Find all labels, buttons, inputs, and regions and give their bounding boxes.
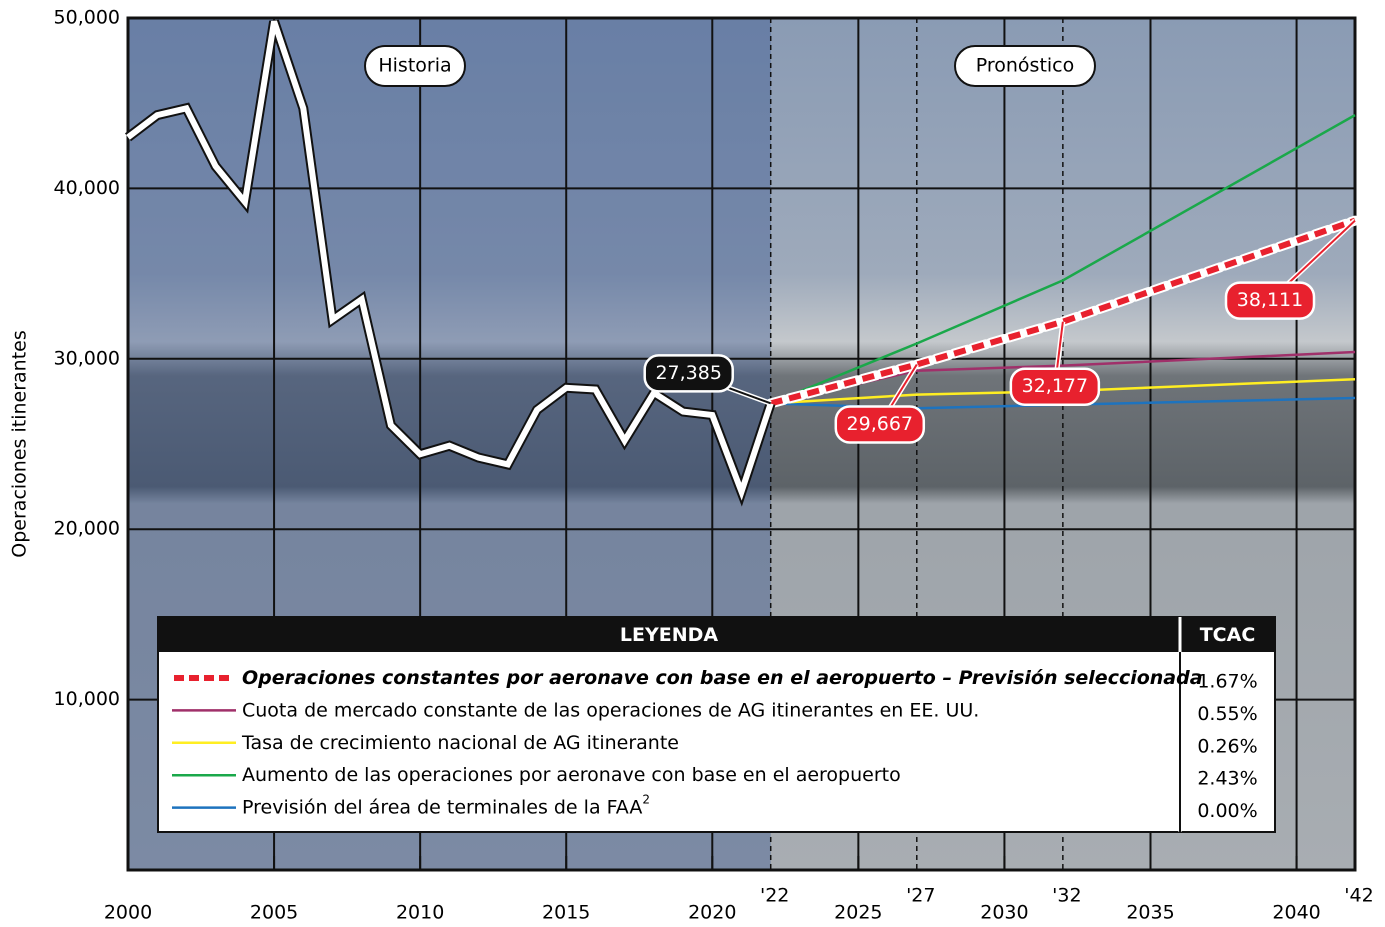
legend-label-text: Aumento de las operaciones por aeronave … xyxy=(242,764,901,786)
series-line xyxy=(770,377,1356,405)
legend-header xyxy=(158,617,1275,652)
legend-label-text: Tasa de crecimiento nacional de AG itine… xyxy=(241,731,679,753)
footnote: 2 xyxy=(642,792,650,806)
legend-label: Operaciones constantes por aeronave con … xyxy=(242,667,1203,689)
legend-rate: 0.55% xyxy=(1197,703,1257,725)
y-tick-label: 50,000 xyxy=(54,7,120,29)
y-tick-label: 10,000 xyxy=(54,688,120,710)
x-tick-label: 2040 xyxy=(1272,902,1320,924)
annotation-box xyxy=(954,45,1096,87)
x-tick-label: 2000 xyxy=(104,902,152,924)
plot-frame xyxy=(126,16,1357,872)
series-line xyxy=(769,217,1356,407)
callout-box xyxy=(643,354,734,393)
annotation: Historia xyxy=(378,55,451,77)
legend-rate-title: TCAC xyxy=(1200,624,1256,646)
legend-label: Cuota de mercado constante de las operac… xyxy=(242,699,979,721)
x-tick-label: 2030 xyxy=(980,902,1028,924)
x-tick-label: 2035 xyxy=(1126,902,1174,924)
legend-label-text: Previsión del área de terminales de la F… xyxy=(242,796,642,818)
x-tick-label: 2020 xyxy=(688,902,736,924)
annotation: Pronóstico xyxy=(976,55,1075,77)
y-tick-label: 30,000 xyxy=(54,347,120,369)
callout-box xyxy=(1009,367,1101,406)
legend-rate: 0.26% xyxy=(1197,735,1257,757)
series-line xyxy=(770,114,1356,405)
x-tick-label: 2010 xyxy=(396,902,444,924)
legend-label: Previsión del área de terminales de la F… xyxy=(242,792,650,818)
x-tick-label: 2015 xyxy=(542,902,590,924)
callout-box xyxy=(834,405,926,444)
legend-rate: 0.00% xyxy=(1197,800,1257,822)
forecast-marker-label: '22 xyxy=(760,885,789,907)
y-tick-label: 20,000 xyxy=(54,518,120,540)
legend-label: Aumento de las operaciones por aeronave … xyxy=(242,764,901,786)
legend-label-text: Operaciones constantes por aeronave con … xyxy=(242,667,1203,689)
callout-box xyxy=(1224,281,1316,320)
data-label: 27,385 xyxy=(655,362,721,384)
history-line xyxy=(126,20,774,501)
legend-label: Tasa de crecimiento nacional de AG itine… xyxy=(241,731,679,753)
x-tick-label: 2005 xyxy=(250,902,298,924)
data-label: 38,111 xyxy=(1237,289,1303,311)
data-label: 29,667 xyxy=(847,413,913,435)
legend-box xyxy=(157,616,1276,833)
x-tick-label: 2025 xyxy=(834,902,882,924)
legend-rate: 2.43% xyxy=(1197,768,1257,790)
data-label: 32,177 xyxy=(1022,375,1088,397)
forecast-marker-label: '27 xyxy=(906,885,935,907)
series-line xyxy=(770,396,1356,410)
annotation-box xyxy=(364,45,466,87)
y-axis-label: Operaciones itinerantes xyxy=(9,330,31,557)
legend-label-text: Cuota de mercado constante de las operac… xyxy=(242,699,979,721)
forecast-marker-label: '42 xyxy=(1344,885,1373,907)
y-tick-label: 40,000 xyxy=(54,177,120,199)
legend-title: LEYENDA xyxy=(620,624,718,646)
forecast-marker-label: '32 xyxy=(1052,885,1081,907)
legend-rate: 1.67% xyxy=(1197,671,1257,693)
